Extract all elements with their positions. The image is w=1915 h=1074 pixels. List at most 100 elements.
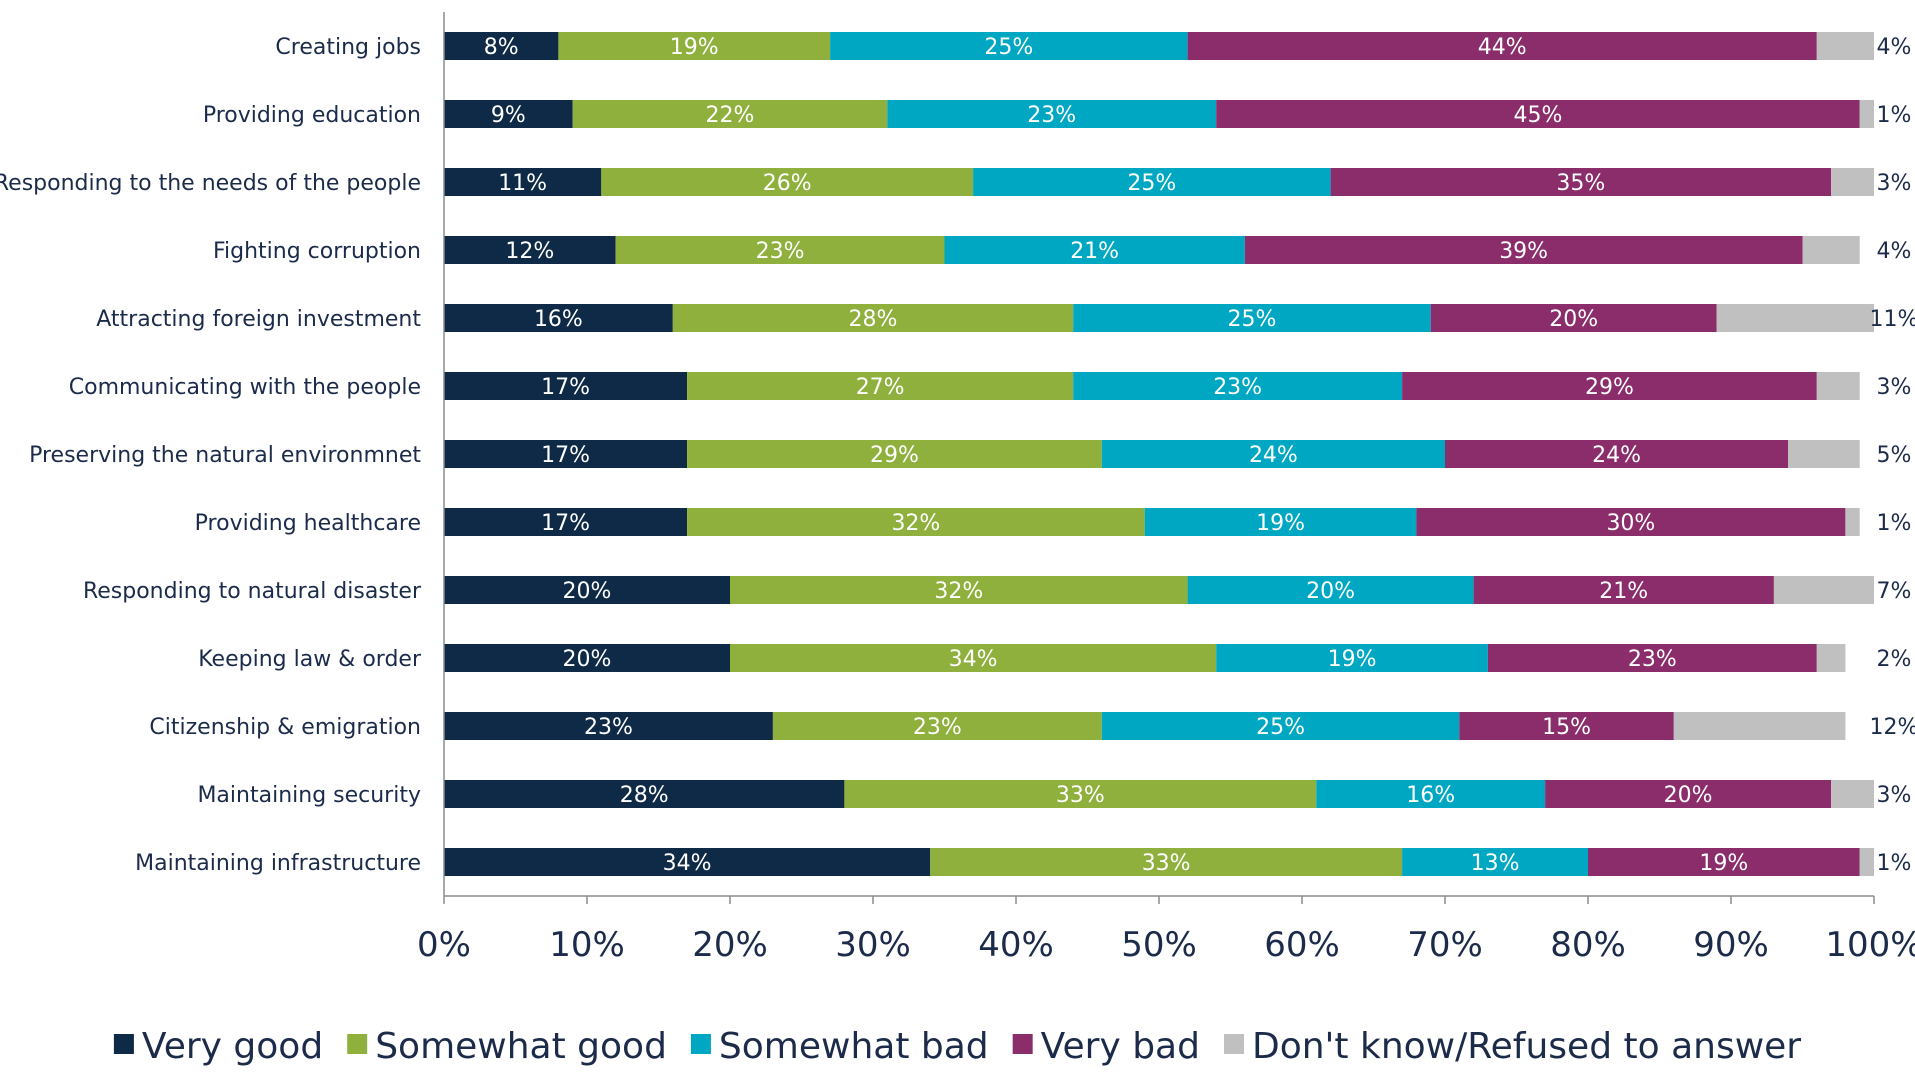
bar-row: 34% 33% 13% 19% 1%	[444, 848, 1911, 876]
data-label-don-t-know-refused-to-answer: 5%	[1877, 443, 1912, 468]
data-label-very-good: 34%	[663, 851, 712, 876]
bar-segment-very-good	[444, 712, 773, 740]
bar-segment-somewhat-good	[687, 440, 1102, 468]
data-label-somewhat-bad: 21%	[1070, 239, 1119, 264]
category-label-responding-to-the-needs-of-the-people: Responding to the needs of the people	[0, 171, 421, 196]
bar-segment-very-bad	[1244, 236, 1803, 264]
data-label-somewhat-bad: 19%	[1328, 647, 1377, 672]
bar-row: 28% 33% 16% 20% 3%	[444, 780, 1911, 808]
category-label-creating-jobs: Creating jobs	[275, 35, 421, 60]
bar-segment-very-good	[444, 576, 730, 604]
data-label-somewhat-good: 33%	[1056, 783, 1105, 808]
category-label-maintaining-security: Maintaining security	[197, 783, 421, 808]
bar-segment-very-bad	[1430, 304, 1717, 332]
bar-segment-very-good	[444, 508, 688, 536]
bar-segment-somewhat-good	[572, 100, 888, 128]
legend-swatch-don-t-know-refused-to-answer	[1223, 1034, 1244, 1054]
data-label-don-t-know-refused-to-answer: 4%	[1877, 239, 1912, 264]
bar-segment-don-t-know-refused-to-answer	[1859, 100, 1874, 128]
bar-segment-don-t-know-refused-to-answer	[1859, 848, 1874, 876]
bar-segment-very-good	[444, 644, 730, 672]
data-label-don-t-know-refused-to-answer: 3%	[1877, 171, 1912, 196]
data-label-somewhat-good: 32%	[934, 579, 983, 604]
data-label-somewhat-good: 29%	[870, 443, 919, 468]
x-tick-label: 0%	[417, 925, 471, 965]
bar-segment-somewhat-bad	[1216, 644, 1488, 672]
data-label-somewhat-bad: 23%	[1213, 375, 1262, 400]
bar-segment-somewhat-good	[844, 780, 1317, 808]
bar-segment-very-good	[444, 32, 559, 60]
category-label-communicating-with-the-people: Communicating with the people	[69, 375, 421, 400]
bar-row: 8% 19% 25% 44% 4%	[444, 32, 1911, 60]
data-label-somewhat-good: 32%	[891, 511, 940, 536]
data-label-very-good: 17%	[541, 375, 590, 400]
bar-row: 17% 27% 23% 29% 3%	[444, 372, 1911, 400]
data-label-somewhat-bad: 20%	[1306, 579, 1355, 604]
legend-swatch-somewhat-bad	[690, 1034, 711, 1054]
legend-label-don-t-know-refused-to-answer: Don't know/Refused to answer	[1252, 1026, 1801, 1067]
data-label-don-t-know-refused-to-answer: 1%	[1877, 103, 1912, 128]
bar-segment-somewhat-bad	[1316, 780, 1546, 808]
x-tick-label: 70%	[1407, 925, 1483, 965]
data-label-somewhat-good: 22%	[706, 103, 755, 128]
data-label-very-good: 17%	[541, 511, 590, 536]
bar-segment-don-t-know-refused-to-answer	[1816, 32, 1874, 60]
data-label-don-t-know-refused-to-answer: 2%	[1877, 647, 1912, 672]
x-tick-label: 30%	[835, 925, 911, 965]
bar-segment-very-bad	[1588, 848, 1860, 876]
bar-segment-don-t-know-refused-to-answer	[1716, 304, 1874, 332]
data-label-very-bad: 39%	[1499, 239, 1548, 264]
bar-segment-somewhat-bad	[887, 100, 1217, 128]
bar-segment-very-bad	[1187, 32, 1817, 60]
bar-row: 11% 26% 25% 35% 3%	[444, 168, 1911, 196]
data-label-don-t-know-refused-to-answer: 1%	[1877, 851, 1912, 876]
bar-segment-very-bad	[1416, 508, 1846, 536]
legend-label-somewhat-bad: Somewhat bad	[719, 1026, 989, 1067]
legend-swatch-very-good	[113, 1034, 134, 1054]
data-label-don-t-know-refused-to-answer: 1%	[1877, 511, 1912, 536]
data-label-very-bad: 15%	[1542, 715, 1591, 740]
bar-row: 16% 28% 25% 20% 11%	[444, 304, 1915, 332]
legend-swatch-very-bad	[1012, 1034, 1033, 1054]
legend-label-very-good: Very good	[142, 1026, 323, 1067]
bars: 8% 19% 25% 44% 4% 9% 22% 23% 45% 1% 11% 26% 25% 35% 3%…	[444, 32, 1915, 876]
bar-segment-don-t-know-refused-to-answer	[1788, 440, 1860, 468]
data-label-somewhat-bad: 19%	[1256, 511, 1305, 536]
legend-label-very-bad: Very bad	[1041, 1026, 1200, 1067]
data-label-don-t-know-refused-to-answer: 4%	[1877, 35, 1912, 60]
bar-row: 17% 29% 24% 24% 5%	[444, 440, 1911, 468]
bar-segment-somewhat-bad	[830, 32, 1188, 60]
bar-segment-somewhat-good	[930, 848, 1403, 876]
bar-segment-don-t-know-refused-to-answer	[1673, 712, 1846, 740]
category-label-fighting-corruption: Fighting corruption	[213, 239, 421, 264]
bar-segment-very-good	[444, 236, 616, 264]
x-tick-label: 10%	[549, 925, 625, 965]
category-label-preserving-the-natural-environmnet: Preserving the natural environmnet	[29, 443, 421, 468]
data-label-somewhat-bad: 16%	[1406, 783, 1455, 808]
bar-segment-very-good	[444, 440, 688, 468]
data-label-somewhat-good: 19%	[670, 35, 719, 60]
data-label-very-bad: 19%	[1699, 851, 1748, 876]
bar-segment-somewhat-good	[615, 236, 945, 264]
bar-segment-don-t-know-refused-to-answer	[1816, 644, 1846, 672]
data-label-very-good: 16%	[534, 307, 583, 332]
bar-segment-very-bad	[1459, 712, 1674, 740]
bar-segment-somewhat-bad	[1073, 304, 1431, 332]
bar-segment-very-bad	[1487, 644, 1817, 672]
data-label-somewhat-bad: 25%	[1227, 307, 1276, 332]
bar-segment-somewhat-good	[772, 712, 1102, 740]
bar-segment-very-good	[444, 100, 573, 128]
x-axis: 0% 10% 20% 30% 40% 50% 60% 70% 80% 90% 100%	[417, 12, 1915, 965]
data-label-somewhat-good: 27%	[856, 375, 905, 400]
data-label-don-t-know-refused-to-answer: 7%	[1877, 579, 1912, 604]
data-label-somewhat-good: 23%	[756, 239, 805, 264]
data-label-don-t-know-refused-to-answer: 3%	[1877, 375, 1912, 400]
x-tick-label: 40%	[978, 925, 1054, 965]
bar-segment-don-t-know-refused-to-answer	[1773, 576, 1874, 604]
legend: Very good Somewhat good Somewhat bad Very b…	[113, 1026, 1801, 1067]
bar-segment-don-t-know-refused-to-answer	[1802, 236, 1860, 264]
data-label-somewhat-bad: 13%	[1471, 851, 1520, 876]
data-label-very-good: 11%	[498, 171, 547, 196]
bar-segment-very-bad	[1473, 576, 1774, 604]
